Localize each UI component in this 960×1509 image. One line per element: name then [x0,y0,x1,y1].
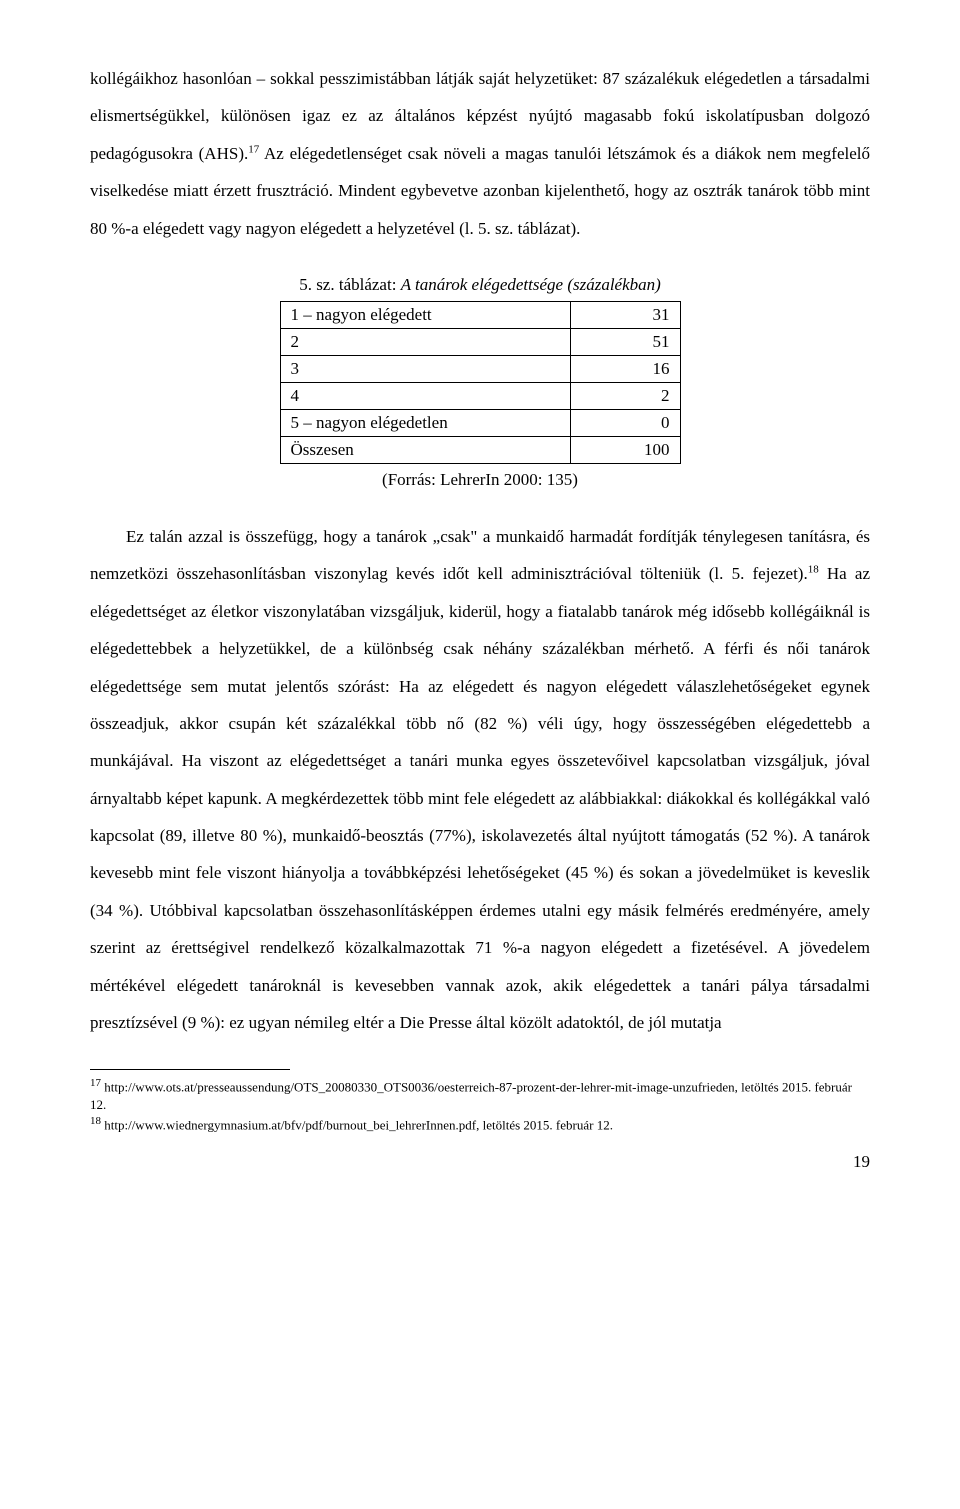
table-cell-value: 100 [570,436,680,463]
satisfaction-table: 1 – nagyon elégedett 31 2 51 3 16 4 2 5 … [280,301,681,464]
footnote-ref-18: 18 [808,564,819,576]
footnote-ref-17: 17 [248,143,259,155]
table-cell-value: 2 [570,382,680,409]
footnote-number-17: 17 [90,1077,101,1089]
table-cell-value: 31 [570,301,680,328]
table-cell-label: 4 [280,382,570,409]
table-row: Összesen 100 [280,436,680,463]
table-cell-label: 3 [280,355,570,382]
table-row: 5 – nagyon elégedetlen 0 [280,409,680,436]
footnote-separator [90,1069,290,1070]
footnote-number-18: 18 [90,1115,101,1127]
table-cell-label: 5 – nagyon elégedetlen [280,409,570,436]
table-caption-title: A tanárok elégedettsége (százalékban) [401,275,661,294]
table-cell-value: 51 [570,328,680,355]
paragraph-2-text-b: Ha az elégedettséget az életkor viszonyl… [90,564,870,1032]
table-caption-label: 5. sz. táblázat: [299,275,401,294]
table-cell-value: 0 [570,409,680,436]
footnote-17: 17 http://www.ots.at/presseaussendung/OT… [90,1076,870,1113]
paragraph-1: kollégáikhoz hasonlóan – sokkal pesszimi… [90,60,870,247]
table-row: 3 16 [280,355,680,382]
footnote-18: 18 http://www.wiednergymnasium.at/bfv/pd… [90,1114,870,1134]
table-cell-value: 16 [570,355,680,382]
table-source: (Forrás: LehrerIn 2000: 135) [90,470,870,490]
table-caption: 5. sz. táblázat: A tanárok elégedettsége… [90,275,870,295]
table-row: 1 – nagyon elégedett 31 [280,301,680,328]
table-cell-label: 2 [280,328,570,355]
footnote-text-18: http://www.wiednergymnasium.at/bfv/pdf/b… [101,1117,613,1132]
table-row: 4 2 [280,382,680,409]
footnote-text-17: http://www.ots.at/presseaussendung/OTS_2… [90,1080,852,1113]
paragraph-2-text-a: Ez talán azzal is összefügg, hogy a taná… [90,527,870,583]
table-row: 2 51 [280,328,680,355]
table-cell-label: Összesen [280,436,570,463]
page-number: 19 [90,1152,870,1172]
paragraph-2: Ez talán azzal is összefügg, hogy a taná… [90,518,870,1041]
table-cell-label: 1 – nagyon elégedett [280,301,570,328]
